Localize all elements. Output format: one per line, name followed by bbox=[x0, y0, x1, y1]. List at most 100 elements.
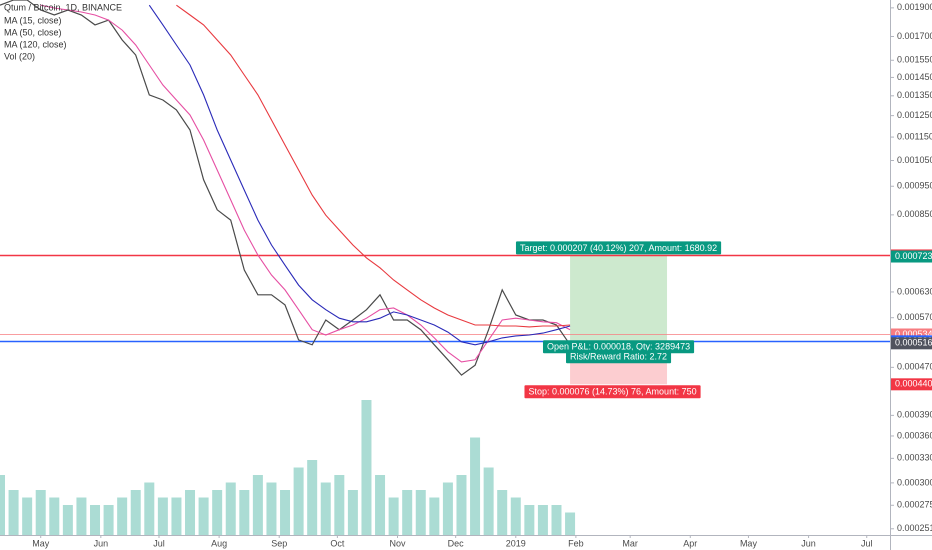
volume-bar bbox=[361, 400, 372, 535]
x-tick-label: Nov bbox=[389, 538, 406, 548]
volume-bar bbox=[320, 482, 331, 535]
volume-bar bbox=[334, 475, 345, 535]
volume-bar bbox=[470, 437, 481, 535]
price-label: 0.000440 bbox=[895, 379, 932, 389]
volume-bar bbox=[415, 490, 426, 535]
volume-bar bbox=[497, 490, 508, 535]
series-line bbox=[148, 4, 571, 346]
y-tick-label: 0.000950 bbox=[897, 181, 932, 191]
legend: Qtum / Bitcoin, 1D, BINANCE MA (15, clos… bbox=[4, 2, 122, 61]
label-bg bbox=[524, 385, 701, 399]
y-tick-label: 0.001050 bbox=[897, 155, 932, 165]
x-tick-label: Jul bbox=[153, 538, 165, 548]
volume-bar bbox=[551, 505, 562, 535]
label-bg bbox=[542, 340, 695, 354]
volume-bar bbox=[307, 460, 318, 535]
volume-bar bbox=[239, 490, 250, 535]
x-tick-label: 2019 bbox=[506, 538, 526, 548]
position-label: Target: 0.000207 (40.12%) 207, Amount: 1… bbox=[515, 241, 722, 255]
price-label-bg bbox=[891, 378, 932, 391]
price-label-bg bbox=[891, 337, 932, 350]
y-tick-label: 0.000251 bbox=[897, 523, 932, 533]
volume-bar bbox=[429, 497, 440, 535]
volume-bar bbox=[117, 497, 128, 535]
legend-title: Qtum / Bitcoin, 1D, BINANCE bbox=[4, 2, 122, 12]
volume-bar bbox=[375, 475, 386, 535]
series-line bbox=[40, 4, 571, 363]
volume-bar bbox=[49, 497, 60, 535]
y-tick-label: 0.001250 bbox=[897, 110, 932, 120]
x-tick-label: Jun bbox=[94, 538, 109, 548]
x-tick-label: Mar bbox=[622, 538, 638, 548]
y-tick-label: 0.000570 bbox=[897, 312, 932, 322]
label-text: Stop: 0.000076 (14.73%) 76, Amount: 750 bbox=[528, 387, 696, 397]
volume-bar bbox=[524, 505, 535, 535]
y-tick-label: 0.000470 bbox=[897, 362, 932, 372]
volume-bar bbox=[35, 490, 46, 535]
y-tick-label: 0.001700 bbox=[897, 31, 932, 41]
x-tick-label: Sep bbox=[271, 538, 287, 548]
volume-bar bbox=[185, 490, 196, 535]
label-text: Risk/Reward Ratio: 2.72 bbox=[570, 352, 667, 362]
x-tick-label: Aug bbox=[211, 538, 227, 548]
volume-bar bbox=[103, 505, 114, 535]
y-tick-label: 0.000275 bbox=[897, 500, 932, 510]
x-tick-label: Jul bbox=[861, 538, 873, 548]
volume-bar bbox=[212, 490, 223, 535]
volume-bar bbox=[442, 482, 453, 535]
price-label-bg bbox=[891, 250, 932, 263]
y-tick-label: 0.000390 bbox=[897, 410, 932, 420]
x-tick-label: May bbox=[32, 538, 50, 548]
x-tick-label: May bbox=[740, 538, 758, 548]
volume-bar bbox=[280, 490, 291, 535]
legend-item: MA (15, close) bbox=[4, 15, 62, 25]
position-label: Open P&L: 0.000018, Qty: 3289473 bbox=[542, 340, 695, 354]
position-label: Risk/Reward Ratio: 2.72 bbox=[566, 350, 672, 364]
y-tick-label: 0.000330 bbox=[897, 453, 932, 463]
volume-bar bbox=[510, 497, 521, 535]
x-tick-label: Dec bbox=[448, 538, 465, 548]
volume-bar bbox=[402, 490, 413, 535]
volume-bar bbox=[483, 467, 494, 535]
volume-bar bbox=[76, 497, 87, 535]
volume-bar bbox=[144, 482, 155, 535]
volume-bar bbox=[22, 497, 33, 535]
price-label: 0.000516 bbox=[895, 338, 932, 348]
volume-bar bbox=[0, 475, 5, 535]
x-tick-label: Apr bbox=[683, 538, 697, 548]
x-tick-label: Oct bbox=[330, 538, 345, 548]
volume-bar bbox=[252, 475, 263, 535]
legend-item: Vol (20) bbox=[4, 51, 35, 61]
volume-bar bbox=[171, 497, 182, 535]
volume-bar bbox=[8, 490, 19, 535]
volume-bar bbox=[130, 490, 141, 535]
price-label: 0.000534 bbox=[895, 329, 932, 339]
y-tick-label: 0.001900 bbox=[897, 2, 932, 12]
y-tick-label: 0.001550 bbox=[897, 55, 932, 65]
y-tick-label: 0.000630 bbox=[897, 286, 932, 296]
y-tick-label: 0.000300 bbox=[897, 477, 932, 487]
y-tick-label: 0.000850 bbox=[897, 209, 932, 219]
label-bg bbox=[566, 350, 672, 364]
legend-item: MA (50, close) bbox=[4, 27, 62, 37]
volume-bar bbox=[62, 505, 73, 535]
y-tick-label: 0.001450 bbox=[897, 72, 932, 82]
volume-bar bbox=[266, 482, 277, 535]
label-text: Open P&L: 0.000018, Qty: 3289473 bbox=[547, 342, 690, 352]
series-line bbox=[176, 4, 571, 328]
label-bg bbox=[515, 241, 722, 255]
volume-bar bbox=[565, 512, 576, 535]
volume-bar bbox=[537, 505, 548, 535]
volume-bar bbox=[90, 505, 101, 535]
y-tick-label: 0.001350 bbox=[897, 90, 932, 100]
x-tick-label: Jun bbox=[801, 538, 816, 548]
volume-bar bbox=[293, 467, 304, 535]
legend-item: MA (120, close) bbox=[4, 39, 67, 49]
volume-bar bbox=[347, 490, 358, 535]
y-tick-label: 0.001150 bbox=[897, 131, 932, 141]
volume-bar bbox=[225, 482, 236, 535]
volume-bar bbox=[157, 497, 168, 535]
